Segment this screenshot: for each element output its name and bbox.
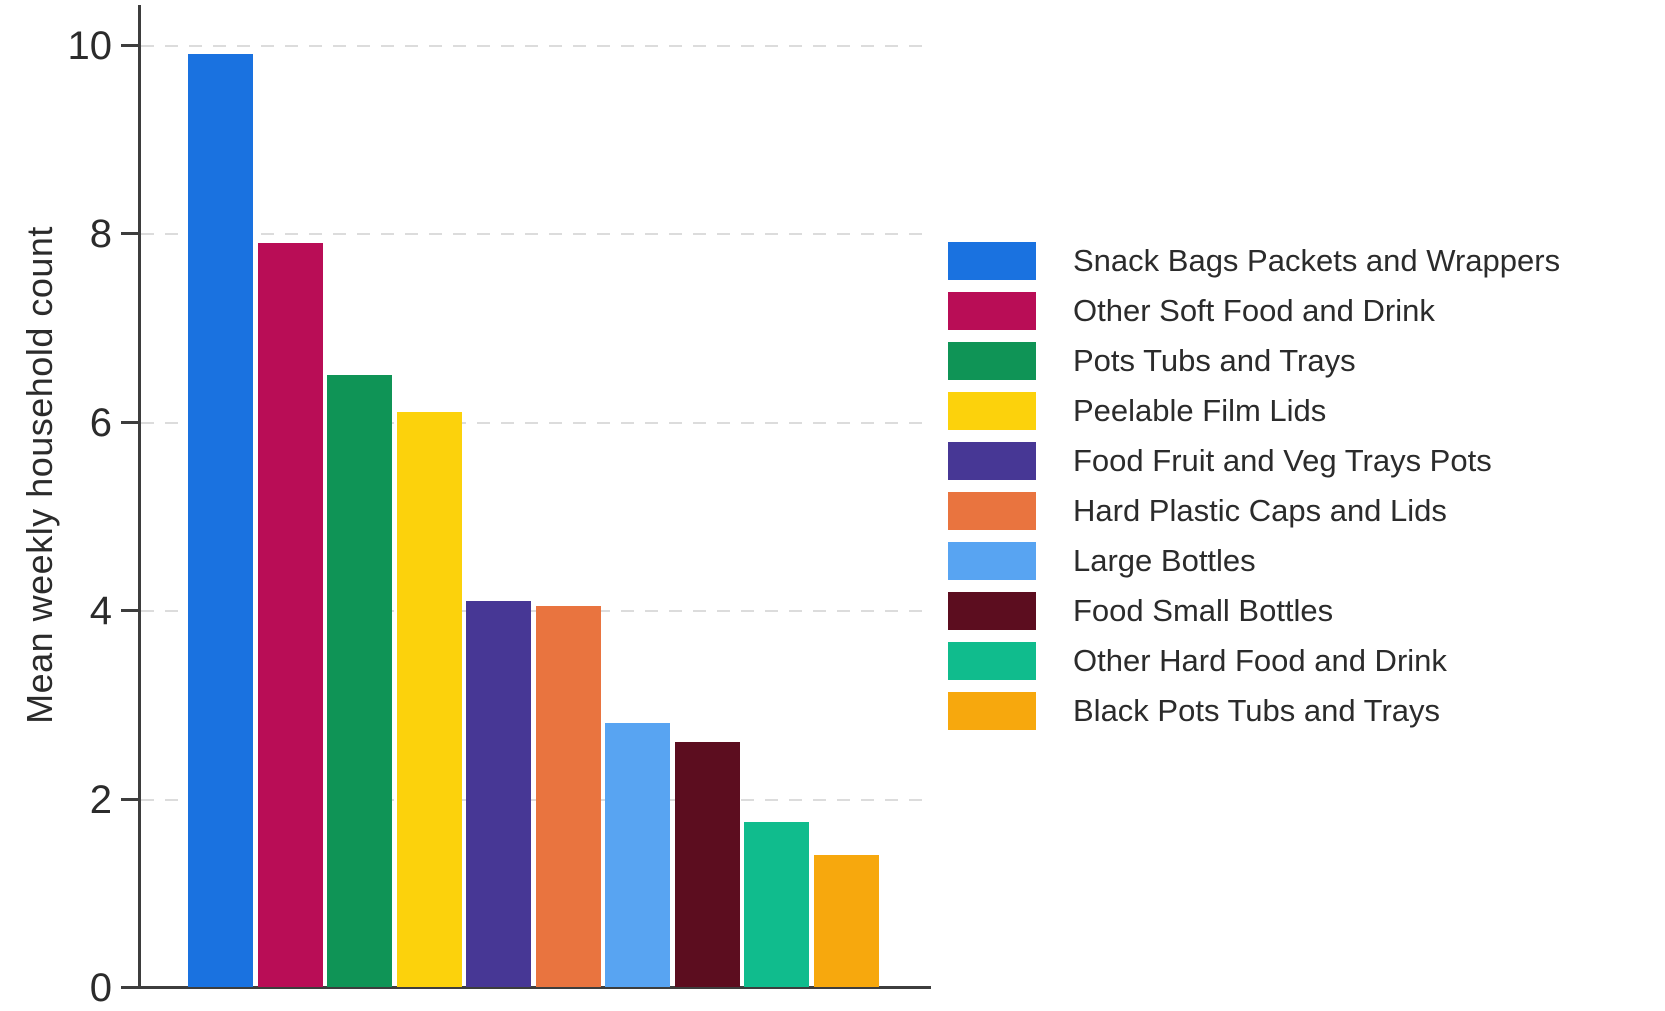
y-tick-10 (121, 44, 138, 47)
legend-swatch-snack-bags-packets-and-wrappers (948, 242, 1036, 280)
bar-other-soft-food-and-drink (257, 242, 323, 987)
y-tick-4 (121, 609, 138, 613)
legend-label-black-pots-tubs-and-trays: Black Pots Tubs and Trays (1073, 693, 1441, 728)
legend-item-hard-plastic-caps-and-lids: Hard Plastic Caps and Lids (948, 492, 1560, 530)
legend-label-pots-tubs-and-trays: Pots Tubs and Trays (1073, 343, 1356, 378)
bar-pots-tubs-and-trays (327, 374, 392, 987)
gridline-y-8 (141, 233, 931, 236)
y-axis-label: Mean weekly household count (19, 226, 60, 724)
bar-snack-bags-packets-and-wrappers (188, 54, 253, 987)
legend-swatch-other-hard-food-and-drink (948, 642, 1036, 680)
legend-label-food-fruit-and-veg-trays-pots: Food Fruit and Veg Trays Pots (1073, 443, 1492, 478)
legend-label-other-soft-food-and-drink: Other Soft Food and Drink (1073, 293, 1435, 328)
y-tick-label-8: 8 (89, 212, 112, 257)
y-tick-0 (121, 986, 138, 989)
legend-item-black-pots-tubs-and-trays: Black Pots Tubs and Trays (948, 692, 1560, 730)
legend-swatch-large-bottles (948, 542, 1036, 580)
legend-item-other-hard-food-and-drink: Other Hard Food and Drink (948, 642, 1560, 680)
y-tick-6 (121, 420, 138, 424)
legend-swatch-peelable-film-lids (948, 392, 1036, 430)
bar-black-pots-tubs-and-trays (813, 855, 879, 987)
bar-food-small-bottles (674, 742, 740, 987)
y-tick-label-10: 10 (67, 24, 113, 68)
gridline-y-10 (141, 45, 931, 47)
bar-other-hard-food-and-drink (744, 822, 809, 987)
legend-label-large-bottles: Large Bottles (1073, 543, 1256, 578)
legend-item-pots-tubs-and-trays: Pots Tubs and Trays (948, 342, 1560, 380)
legend-item-large-bottles: Large Bottles (948, 542, 1560, 580)
legend-swatch-other-soft-food-and-drink (948, 292, 1036, 330)
y-tick-label-4: 4 (89, 589, 112, 634)
legend-label-peelable-film-lids: Peelable Film Lids (1073, 393, 1327, 428)
bar-food-fruit-and-veg-trays-pots (466, 600, 531, 987)
legend-item-peelable-film-lids: Peelable Film Lids (948, 392, 1560, 430)
legend-swatch-food-small-bottles (948, 592, 1036, 630)
legend-swatch-black-pots-tubs-and-trays (948, 692, 1036, 730)
y-tick-label-2: 2 (89, 777, 112, 822)
bar-peelable-film-lids (396, 412, 462, 987)
legend-swatch-pots-tubs-and-trays (948, 342, 1036, 380)
y-tick-2 (121, 797, 138, 801)
legend-item-snack-bags-packets-and-wrappers: Snack Bags Packets and Wrappers (948, 242, 1560, 280)
legend-label-snack-bags-packets-and-wrappers: Snack Bags Packets and Wrappers (1073, 243, 1561, 278)
legend-swatch-food-fruit-and-veg-trays-pots (948, 442, 1036, 480)
legend-swatch-hard-plastic-caps-and-lids (948, 492, 1036, 530)
legend-item-food-small-bottles: Food Small Bottles (948, 592, 1560, 630)
legend-label-food-small-bottles: Food Small Bottles (1073, 593, 1334, 628)
legend-item-food-fruit-and-veg-trays-pots: Food Fruit and Veg Trays Pots (948, 442, 1560, 480)
gridline-y-6 (141, 421, 931, 424)
bar-hard-plastic-caps-and-lids (535, 605, 601, 987)
y-tick-label-0: 0 (89, 966, 112, 1010)
legend-item-other-soft-food-and-drink: Other Soft Food and Drink (948, 292, 1560, 330)
legend-label-hard-plastic-caps-and-lids: Hard Plastic Caps and Lids (1073, 493, 1447, 528)
legend-label-other-hard-food-and-drink: Other Hard Food and Drink (1073, 643, 1447, 678)
y-tick-8 (121, 232, 138, 236)
y-tick-label-6: 6 (89, 400, 112, 445)
x-axis-line (121, 986, 931, 989)
plot-area: 0 2 4 6 8 10 (68, 5, 931, 1008)
legend: Snack Bags Packets and Wrappers Other Sof… (948, 242, 1560, 742)
bar-large-bottles (605, 723, 670, 987)
y-axis-line (138, 5, 141, 988)
